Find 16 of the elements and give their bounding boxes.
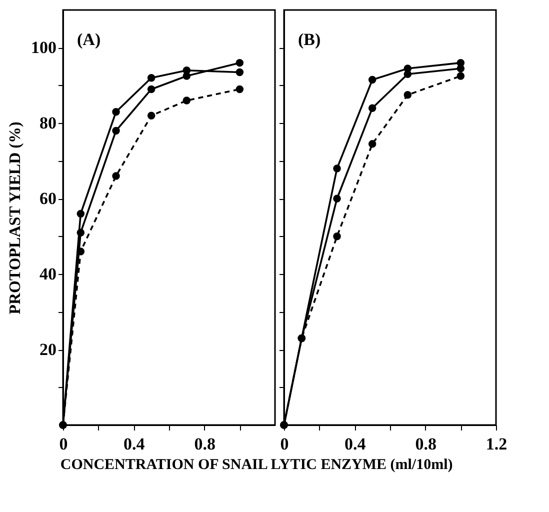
- y-tick-label: 100: [31, 38, 56, 58]
- x-tick-label: 0.4: [124, 434, 146, 454]
- x-tick-label: 0: [59, 434, 68, 454]
- x-tick-label: 0: [280, 434, 289, 454]
- y-tick-label: 20: [40, 340, 56, 360]
- text: (B): [298, 30, 321, 49]
- y-tick-label: 40: [40, 264, 56, 284]
- text: (A): [77, 30, 101, 49]
- x-tick-label: 0.4: [344, 434, 366, 454]
- x-axis-title: CONCENTRATION OF SNAIL LYTIC ENZYME (ml/10ml): [60, 456, 453, 473]
- y-tick-label: 60: [40, 189, 56, 208]
- y-axis-title: PROTOPLAST YIELD (%): [7, 122, 24, 314]
- x-tick-label: 0.8: [415, 434, 436, 454]
- x-tick-label: 1.2: [486, 434, 508, 454]
- y-tick-label: 80: [40, 114, 56, 133]
- x-tick-label: 0.8: [194, 434, 216, 454]
